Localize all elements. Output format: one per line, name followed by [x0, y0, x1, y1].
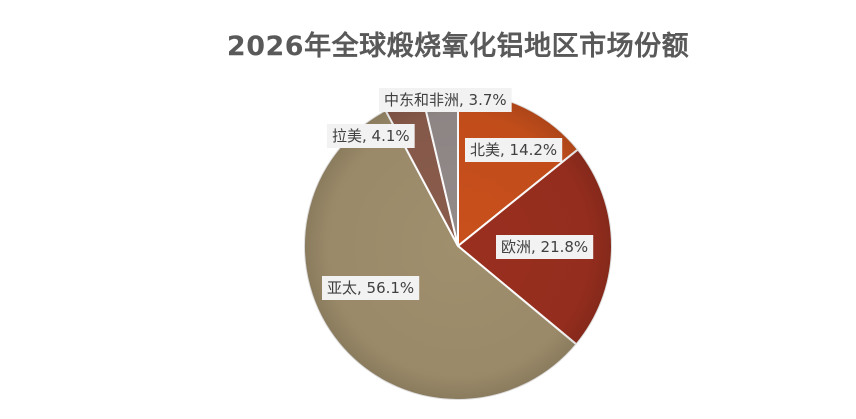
data-label-4: 中东和非洲, 3.7% [379, 88, 512, 112]
data-label-box [327, 124, 415, 148]
data-label-text: 亚太, 56.1% [327, 279, 414, 297]
data-label-box [379, 88, 512, 112]
data-label-1: 欧洲, 21.8% [496, 235, 594, 259]
pie-data-labels: 北美, 14.2% 欧洲, 21.8% 亚太, 56.1% 拉美, 4.1% 中东和非洲… [322, 88, 594, 300]
data-label-box [465, 138, 563, 162]
data-label-2: 亚太, 56.1% [322, 276, 420, 300]
data-label-text: 拉美, 4.1% [332, 127, 410, 145]
data-label-0: 北美, 14.2% [465, 138, 563, 162]
data-label-box [322, 276, 420, 300]
data-label-text: 中东和非洲, 3.7% [384, 91, 507, 109]
data-label-box [496, 235, 594, 259]
chart-title: 2026年全球煅烧氧化铝地区市场份额 [226, 31, 690, 62]
data-label-text: 北美, 14.2% [470, 141, 557, 159]
data-label-3: 拉美, 4.1% [327, 124, 415, 148]
data-label-text: 欧洲, 21.8% [501, 238, 588, 256]
